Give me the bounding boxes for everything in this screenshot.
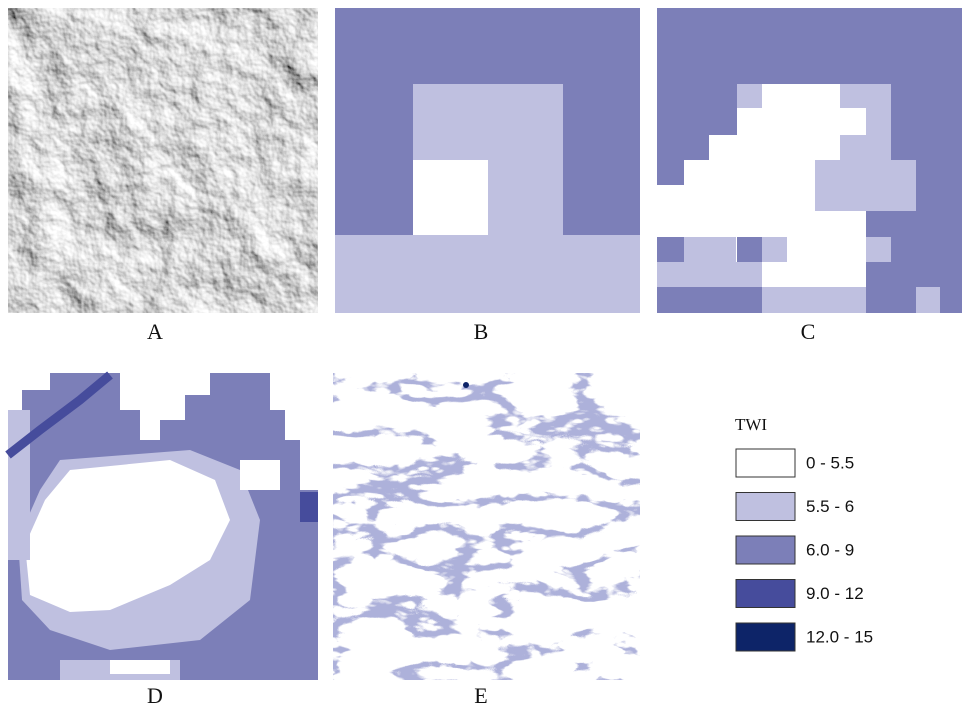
panel-a-image bbox=[8, 8, 318, 313]
panel-label: C bbox=[801, 319, 816, 344]
legend-swatch bbox=[736, 493, 795, 521]
legend-label: 5.5 - 6 bbox=[806, 497, 854, 516]
legend-title: TWI bbox=[735, 415, 767, 434]
panel-e-image bbox=[333, 373, 640, 680]
panel-d-image bbox=[8, 373, 318, 680]
legend-swatch bbox=[736, 449, 795, 477]
legend-swatch bbox=[736, 536, 795, 564]
legend-label: 9.0 - 12 bbox=[806, 584, 864, 603]
legend: TWI 0 - 5.5 5.5 - 6 6.0 - 9 9.0 - 12 12.0 - … bbox=[735, 415, 873, 651]
panel-b-image bbox=[335, 8, 640, 313]
legend-label: 12.0 - 15 bbox=[806, 627, 873, 646]
panel-label: A bbox=[147, 319, 163, 344]
panel-label: B bbox=[474, 319, 489, 344]
legend-label: 6.0 - 9 bbox=[806, 540, 854, 559]
legend-swatch bbox=[736, 623, 795, 651]
legend-label: 0 - 5.5 bbox=[806, 453, 854, 472]
panel-label: D bbox=[147, 683, 163, 708]
panel-c-image bbox=[657, 8, 962, 313]
panel-label: E bbox=[474, 683, 487, 708]
legend-swatch bbox=[736, 580, 795, 608]
figure: A B C D E TWI 0 - 5.5 5.5 - 6 6.0 - 9 9.0 -… bbox=[0, 0, 969, 712]
